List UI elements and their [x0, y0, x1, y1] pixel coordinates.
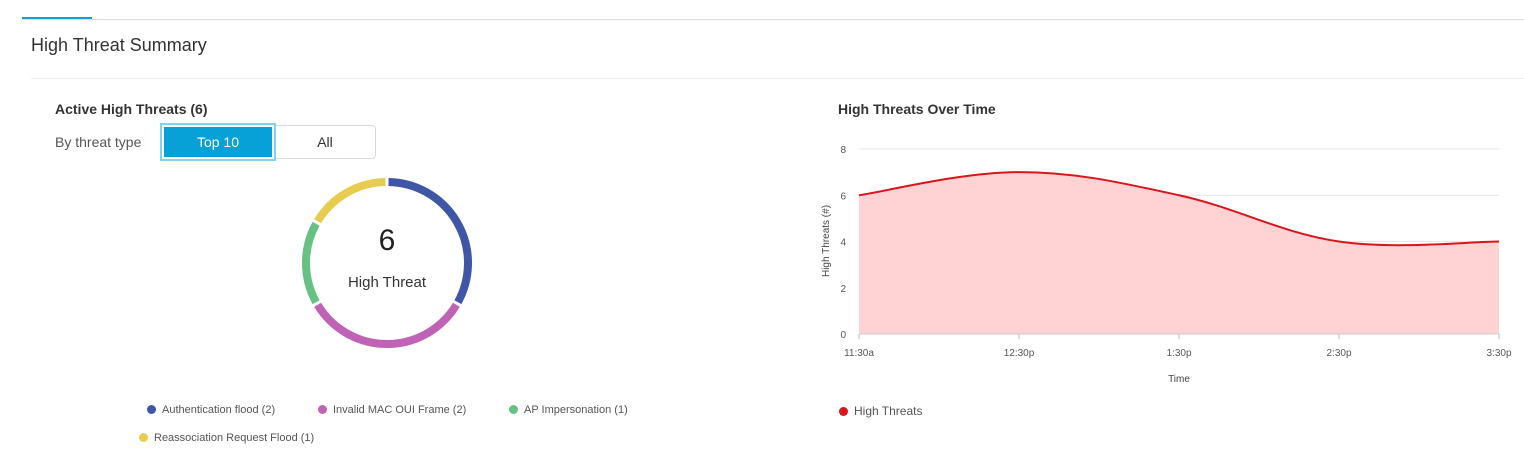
x-tick-label: 2:30p [1326, 348, 1351, 359]
top-10-button[interactable]: Top 10 [160, 123, 276, 161]
donut-segment-reassociation-request-flood[interactable] [314, 178, 386, 224]
y-tick-label: 6 [840, 191, 846, 202]
y-tick-label: 8 [840, 145, 846, 156]
donut-total-label: High Threat [347, 274, 427, 291]
legend-label: High Threats [854, 404, 923, 418]
legend-item-high-threats[interactable]: High Threats [839, 404, 922, 418]
legend-label: Authentication flood (2) [162, 404, 276, 416]
threat-type-toggle: All Top 10 [160, 123, 376, 161]
legend-item-invalid-mac-oui-frame[interactable]: Invalid MAC OUI Frame (2) [318, 404, 466, 416]
page-title: High Threat Summary [31, 35, 207, 55]
tab-bar-divider [22, 19, 1524, 20]
donut-segment-invalid-mac-oui-frame[interactable] [314, 302, 460, 348]
legend-dot [839, 407, 848, 416]
y-tick-label: 0 [840, 330, 846, 341]
threats-line [858, 171, 1500, 247]
x-tick-label: 12:30p [1004, 348, 1035, 359]
legend-label: Reassociation Request Flood (1) [154, 432, 315, 444]
donut-segment-ap-impersonation[interactable] [302, 221, 320, 305]
legend-item-authentication-flood[interactable]: Authentication flood (2) [147, 404, 275, 416]
threat-donut-chart [302, 178, 472, 348]
over-time-title: High Threats Over Time [838, 101, 996, 117]
legend-dot [509, 405, 518, 414]
threats-area [859, 172, 1499, 334]
legend-item-ap-impersonation[interactable]: AP Impersonation (1) [509, 404, 628, 416]
y-tick-label: 2 [840, 284, 846, 295]
y-axis-label: High Threats (#) [821, 205, 832, 277]
legend-dot [318, 405, 327, 414]
legend-dot [147, 405, 156, 414]
legend-item-reassociation-request-flood[interactable]: Reassociation Request Flood (1) [139, 432, 314, 444]
legend-dot [139, 433, 148, 442]
filter-label: By threat type [55, 134, 142, 150]
y-tick-label: 4 [840, 238, 846, 249]
x-tick-label: 11:30a [844, 348, 874, 359]
title-divider [31, 78, 1524, 79]
x-tick-label: 3:30p [1486, 348, 1511, 359]
active-tab-indicator[interactable] [22, 17, 92, 20]
legend-label: AP Impersonation (1) [524, 404, 628, 416]
donut-total: 6 [378, 224, 396, 257]
x-tick-label: 1:30p [1166, 348, 1191, 359]
x-axis-label: Time [1168, 374, 1190, 385]
donut-segment-authentication-flood[interactable] [388, 178, 472, 305]
legend-label: Invalid MAC OUI Frame (2) [333, 404, 467, 416]
active-threats-title: Active High Threats (6) [55, 101, 208, 117]
